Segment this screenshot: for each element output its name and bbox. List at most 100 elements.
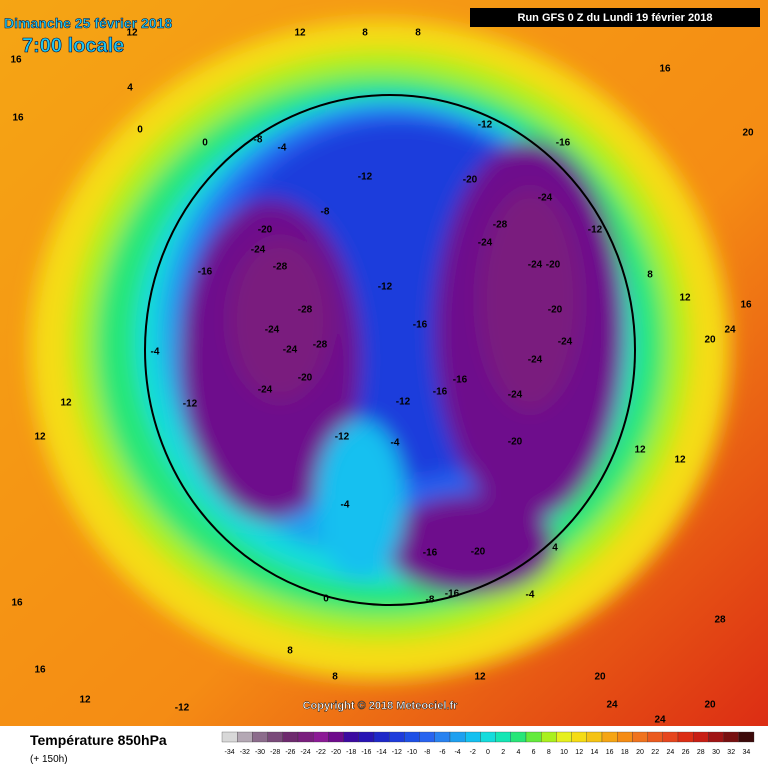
colorbar-label: 14 — [591, 749, 599, 756]
copyright: Copyright © 2018 Meteociel.fr — [303, 700, 459, 712]
colorbar-label: -28 — [270, 749, 280, 756]
colorbar-swatch — [632, 731, 648, 743]
contour-label: 0 — [202, 138, 208, 149]
contour-label: 8 — [332, 672, 338, 683]
contour-label: 0 — [137, 125, 143, 136]
colorbar-label: 26 — [682, 749, 690, 756]
colorbar-label: 0 — [486, 749, 490, 756]
temperature-field — [0, 0, 768, 726]
colorbar-swatch — [662, 731, 679, 743]
contour-label: -20 — [508, 437, 523, 448]
contour-label: 4 — [552, 543, 558, 554]
colorbar-label: 8 — [547, 749, 551, 756]
colorbar-swatch — [708, 731, 724, 743]
contour-label: -20 — [471, 547, 486, 558]
colorbar-label: -32 — [240, 749, 250, 756]
contour-label: 20 — [704, 335, 716, 346]
contour-label: 8 — [287, 646, 293, 657]
colorbar-label: -2 — [470, 749, 476, 756]
colorbar-swatch — [556, 731, 572, 743]
colorbar-swatch — [389, 731, 405, 743]
colorbar-swatch — [510, 731, 527, 743]
colorbar-label: 10 — [560, 749, 568, 756]
run-info: Run GFS 0 Z du Lundi 19 février 2018 — [518, 12, 713, 24]
contour-label: 12 — [79, 695, 91, 706]
contour-label: 24 — [724, 325, 736, 336]
contour-label: -8 — [254, 135, 263, 146]
colorbar-swatch — [267, 731, 283, 743]
colorbar-swatch — [297, 731, 314, 743]
contour-label: 16 — [10, 55, 22, 66]
contour-label: 0 — [323, 594, 329, 605]
colorbar-label: -24 — [301, 749, 311, 756]
colorbar-label: 22 — [651, 749, 659, 756]
colorbar-label: 30 — [712, 749, 720, 756]
contour-label: -16 — [445, 589, 460, 600]
colorbar-label: -14 — [377, 749, 387, 756]
colorbar-swatch — [541, 731, 557, 743]
contour-label: 12 — [674, 455, 686, 466]
legend-subtitle: (+ 150h) — [30, 754, 68, 765]
colorbar-swatch — [677, 731, 694, 743]
contour-label: -4 — [278, 143, 287, 154]
contour-label: 12 — [126, 28, 138, 39]
contour-label: 16 — [659, 64, 671, 75]
contour-label: 24 — [654, 715, 666, 726]
contour-label: -20 — [258, 225, 273, 236]
contour-label: -16 — [453, 375, 468, 386]
colorbar-label: 20 — [636, 749, 644, 756]
colorbar-label: -20 — [331, 749, 341, 756]
contour-label: -4 — [151, 347, 160, 358]
contour-label: 4 — [127, 83, 133, 94]
contour-label: 12 — [34, 432, 46, 443]
contour-label: -24 — [558, 337, 573, 348]
colorbar-label: -22 — [316, 749, 326, 756]
contour-label: -12 — [183, 399, 198, 410]
colorbar-swatch — [480, 731, 496, 743]
contour-label: -28 — [298, 305, 313, 316]
colorbar-label: 4 — [516, 749, 520, 756]
colorbar-swatch — [434, 731, 451, 743]
contour-label: -28 — [313, 340, 328, 351]
contour-label: -16 — [556, 138, 571, 149]
colorbar-swatch — [328, 731, 344, 743]
contour-label: -24 — [478, 238, 493, 249]
contour-label: 12 — [679, 293, 691, 304]
contour-label: 16 — [12, 113, 24, 124]
contour-label: -24 — [538, 193, 553, 204]
colorbar-label: -8 — [424, 749, 430, 756]
colorbar-label: -12 — [392, 749, 402, 756]
contour-label: -24 — [283, 345, 298, 356]
colorbar-label: 2 — [501, 749, 505, 756]
contour-label: -20 — [298, 373, 313, 384]
contour-label: 16 — [34, 665, 46, 676]
colorbar-swatch — [404, 731, 420, 743]
colorbar-swatch — [586, 731, 603, 743]
colorbar-label: -10 — [407, 749, 417, 756]
colorbar-swatch — [571, 731, 587, 743]
contour-label: 12 — [634, 445, 646, 456]
contour-label: -16 — [423, 548, 438, 559]
contour-label: 12 — [474, 672, 486, 683]
contour-label: 24 — [606, 700, 618, 711]
colorbar-label: -4 — [454, 749, 460, 756]
run-box — [470, 8, 760, 27]
contour-label: -12 — [175, 703, 190, 714]
contour-label: -16 — [433, 387, 448, 398]
contour-label: -24 — [265, 325, 280, 336]
contour-label: -28 — [273, 262, 288, 273]
contour-label: -16 — [413, 320, 428, 331]
colorbar-swatch — [601, 731, 618, 743]
contour-label: -24 — [251, 245, 266, 256]
contour-label: 8 — [415, 28, 421, 39]
contour-label: 12 — [294, 28, 306, 39]
colorbar-label: -18 — [346, 749, 356, 756]
contour-label: 20 — [742, 128, 754, 139]
colorbar-swatch — [343, 731, 359, 743]
contour-label: -24 — [508, 390, 523, 401]
date: Dimanche 25 février 2018 — [4, 15, 172, 31]
contour-label: -28 — [493, 220, 508, 231]
colorbar-swatch — [525, 731, 542, 743]
time: 7:00 locale — [22, 35, 124, 57]
